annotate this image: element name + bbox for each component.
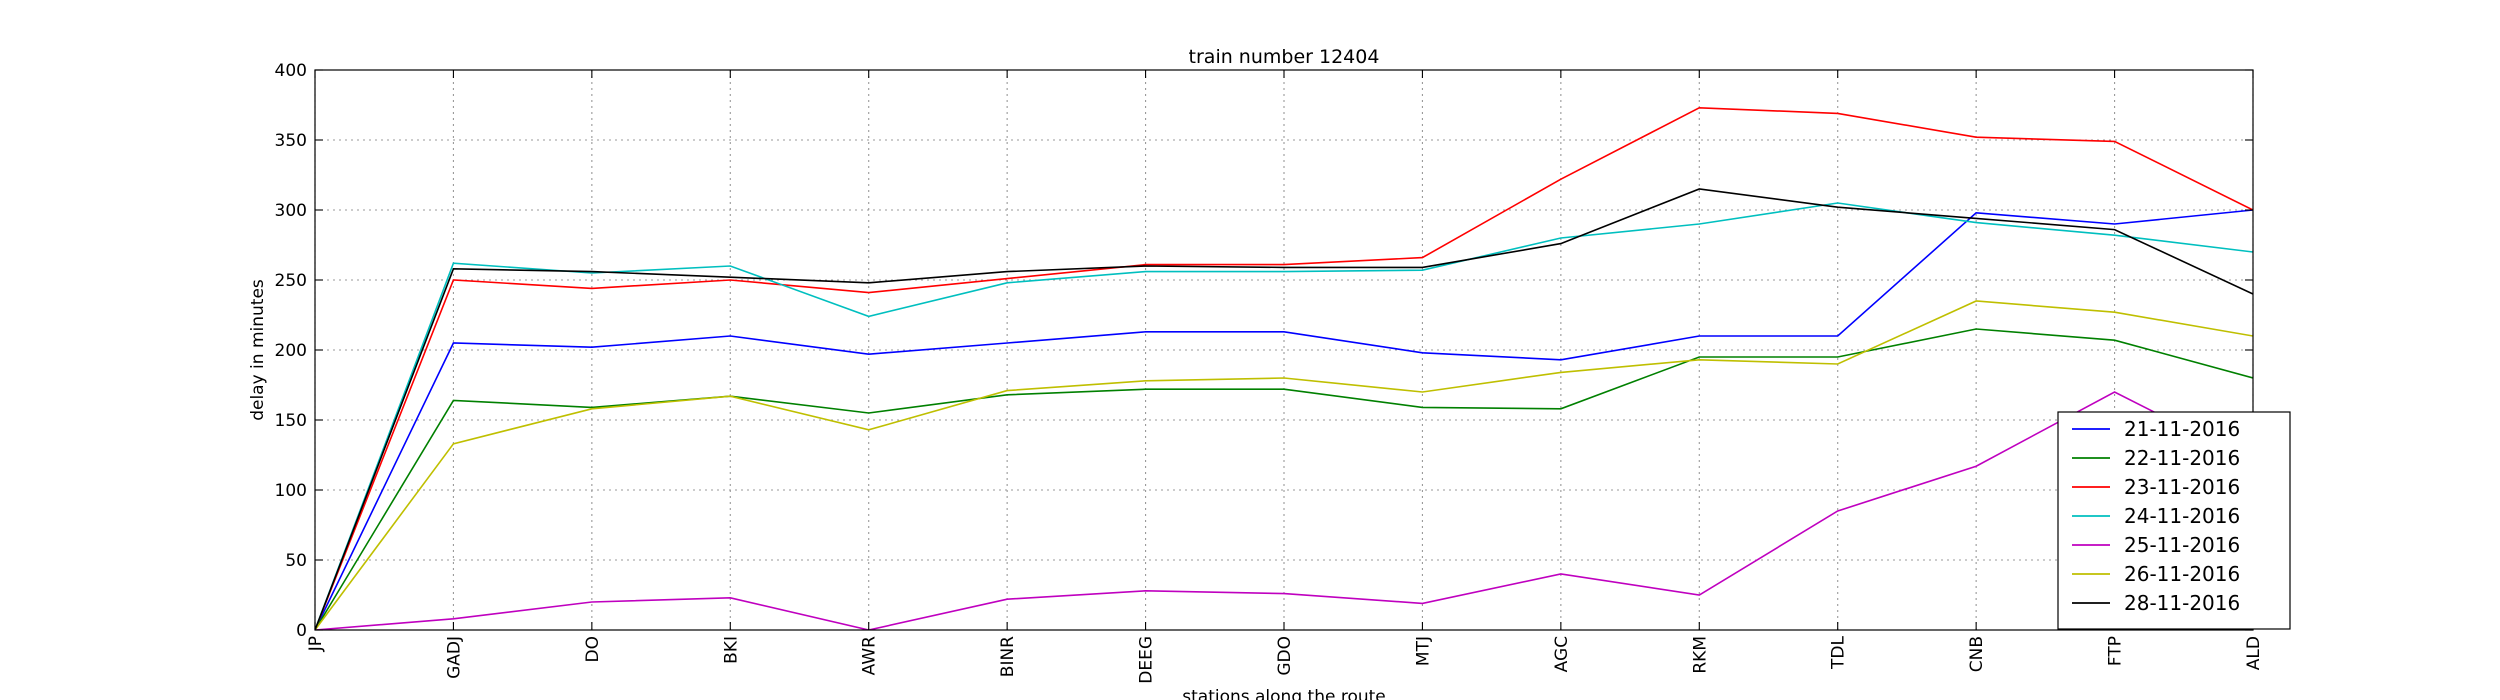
- series-lines: [315, 106, 2253, 630]
- legend-label: 24-11-2016: [2124, 504, 2240, 528]
- series-line-22-11-2016: [315, 328, 2253, 630]
- series-line-23-11-2016: [315, 106, 2253, 630]
- y-tick-label: 50: [285, 551, 307, 571]
- y-tick-label: 0: [296, 621, 307, 641]
- x-tick-label: CNB: [1967, 636, 1987, 672]
- legend: 21-11-2016 22-11-2016 23-11-2016 24-11-2016…: [2057, 411, 2291, 630]
- y-tick-label: 150: [275, 411, 307, 431]
- x-tick-label: RKM: [1690, 636, 1710, 674]
- legend-label: 21-11-2016: [2124, 417, 2240, 441]
- y-axis-label: delay in minutes: [248, 279, 268, 421]
- y-tick-label: 250: [275, 271, 307, 291]
- legend-label: 22-11-2016: [2124, 446, 2240, 470]
- series-line-21-11-2016: [315, 209, 2253, 630]
- x-axis-label: stations along the route: [1182, 687, 1386, 700]
- x-tick-label: FTP: [2106, 636, 2126, 666]
- legend-label: 26-11-2016: [2124, 562, 2240, 586]
- x-tick-label: BINR: [998, 636, 1018, 677]
- y-tick-label: 200: [275, 341, 307, 361]
- y-tick-label: 300: [275, 201, 307, 221]
- x-tick-label: GDO: [1275, 636, 1295, 676]
- series-line-26-11-2016: [315, 300, 2253, 630]
- chart-title: train number 12404: [1189, 46, 1380, 68]
- axis-ticks: 0 50 100 150 200 250 300 350 400 JP GADJ DO BKI AWR BI…: [275, 61, 2264, 684]
- x-tick-label: AGC: [1552, 636, 1572, 672]
- legend-label: 23-11-2016: [2124, 475, 2240, 499]
- series-line-24-11-2016: [315, 202, 2253, 630]
- x-tick-label: TDL: [1829, 635, 1849, 669]
- y-tick-label: 400: [275, 61, 307, 81]
- legend-label: 25-11-2016: [2124, 533, 2240, 557]
- series-line-25-11-2016: [315, 391, 2253, 630]
- y-tick-label: 100: [275, 481, 307, 501]
- x-tick-label: JP: [306, 636, 326, 652]
- x-tick-label: MTJ: [1413, 636, 1433, 666]
- y-tick-label: 350: [275, 131, 307, 151]
- x-tick-label: BKI: [721, 636, 741, 664]
- x-tick-label: AWR: [860, 636, 880, 676]
- x-tick-label: DEEG: [1137, 636, 1157, 684]
- legend-box: [2057, 411, 2291, 630]
- x-tick-label: GADJ: [444, 636, 464, 679]
- legend-label: 28-11-2016: [2124, 591, 2240, 615]
- x-tick-label: DO: [583, 636, 603, 662]
- x-tick-label: ALD: [2244, 636, 2264, 670]
- series-line-28-11-2016: [315, 188, 2253, 630]
